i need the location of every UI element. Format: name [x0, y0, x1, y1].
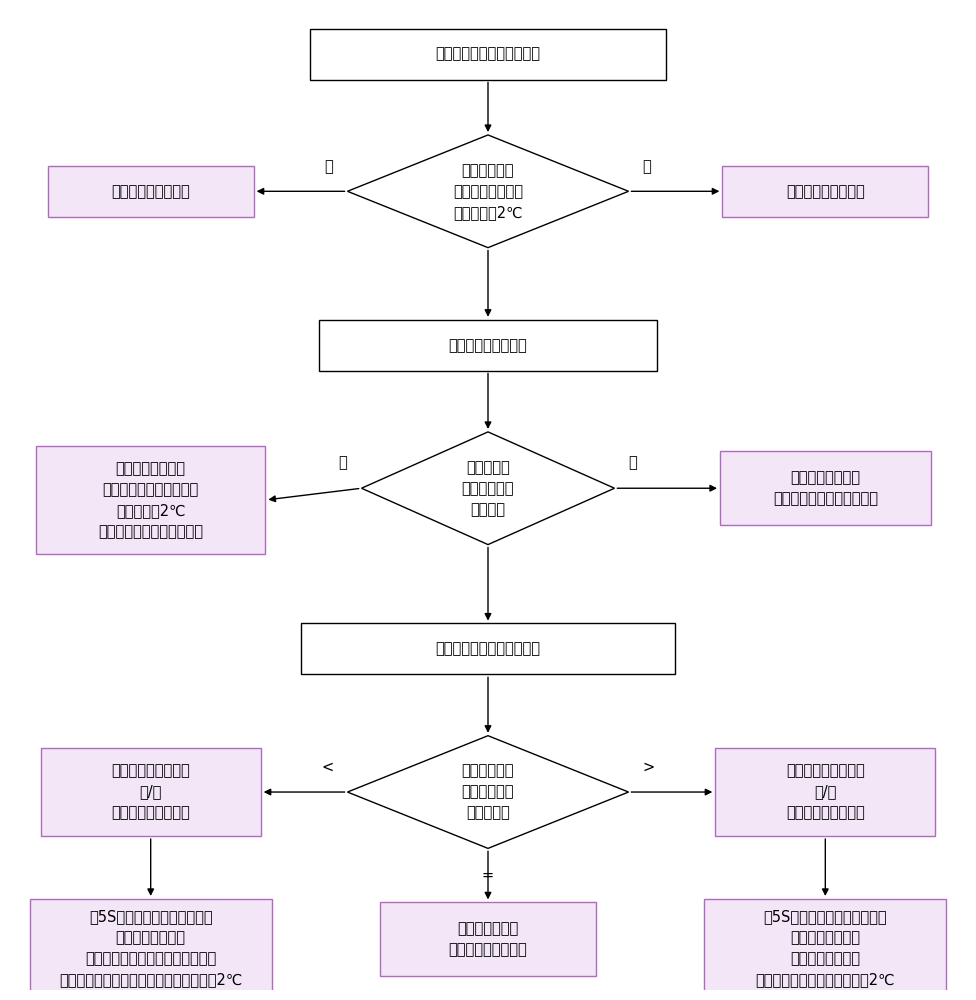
FancyBboxPatch shape	[722, 166, 928, 217]
Text: 是: 是	[629, 456, 637, 471]
FancyBboxPatch shape	[48, 166, 254, 217]
Text: 如5S后终端热水用水端的水温
仍然小于设定温度
则控制燃气热水器和电热水器启动
将燃气热水器和电热水器的目标温度提升2℃: 如5S后终端热水用水端的水温 仍然小于设定温度 则控制燃气热水器和电热水器启动 …	[60, 909, 242, 987]
Text: 否: 否	[339, 456, 347, 471]
Text: 检测终端热水用水端的水温: 检测终端热水用水端的水温	[435, 641, 541, 656]
FancyBboxPatch shape	[715, 748, 935, 836]
Text: 比较终端热水
用水端的水温
与设定温度: 比较终端热水 用水端的水温 与设定温度	[462, 764, 514, 821]
FancyBboxPatch shape	[41, 748, 261, 836]
FancyBboxPatch shape	[720, 451, 931, 525]
Text: >: >	[642, 759, 655, 774]
FancyBboxPatch shape	[705, 899, 946, 997]
Text: 是: 是	[642, 159, 651, 174]
FancyBboxPatch shape	[36, 446, 265, 554]
FancyBboxPatch shape	[301, 623, 675, 674]
FancyBboxPatch shape	[30, 899, 271, 997]
Text: 控制电热水器关闭
降低燃气热水器的目标温度: 控制电热水器关闭 降低燃气热水器的目标温度	[773, 470, 877, 506]
Text: 维持冷水阀门和
热水阀门的开度不变: 维持冷水阀门和 热水阀门的开度不变	[449, 921, 527, 957]
Text: 增大冷水阀门的开度
和/或
减小热水阀门的开度: 增大冷水阀门的开度 和/或 减小热水阀门的开度	[786, 764, 865, 821]
Text: 控制电热水器启动
将电热水器的水温加热至
设定温度加2℃
提高燃气热水器的目标温度: 控制电热水器启动 将电热水器的水温加热至 设定温度加2℃ 提高燃气热水器的目标温…	[99, 461, 203, 539]
Text: 控制燃气热水器启动: 控制燃气热水器启动	[786, 184, 865, 199]
Text: =: =	[482, 868, 494, 883]
Text: 电热水器的
水温是否大于
设定温度: 电热水器的 水温是否大于 设定温度	[462, 460, 514, 517]
Text: <: <	[321, 759, 334, 774]
Text: 燃气热水器的
进水温度是否小于
设定温度减2℃: 燃气热水器的 进水温度是否小于 设定温度减2℃	[453, 163, 523, 220]
Text: 如5S后终端热水用水端的水温
仍然大于设定温度
控制电热水器关闭
将燃气热水器的目标温度降低2℃: 如5S后终端热水用水端的水温 仍然大于设定温度 控制电热水器关闭 将燃气热水器的…	[755, 909, 895, 987]
FancyBboxPatch shape	[381, 902, 595, 976]
Text: 检测电热水器的水温: 检测电热水器的水温	[449, 338, 527, 353]
FancyBboxPatch shape	[310, 29, 666, 80]
Text: 控制燃气热水器关闭: 控制燃气热水器关闭	[111, 184, 190, 199]
Polygon shape	[347, 135, 629, 248]
Text: 检测燃气热水器的进水温度: 检测燃气热水器的进水温度	[435, 47, 541, 62]
Polygon shape	[361, 432, 615, 545]
Text: 减小冷水阀门的开度
和/或
增大热水阀门的开度: 减小冷水阀门的开度 和/或 增大热水阀门的开度	[111, 764, 190, 821]
Text: 否: 否	[325, 159, 334, 174]
Polygon shape	[347, 736, 629, 848]
FancyBboxPatch shape	[319, 320, 657, 371]
